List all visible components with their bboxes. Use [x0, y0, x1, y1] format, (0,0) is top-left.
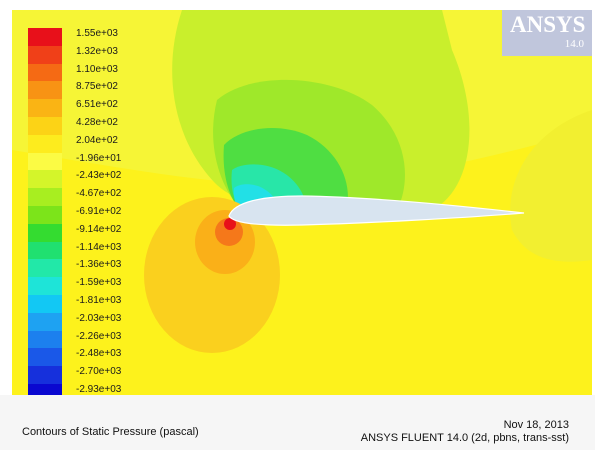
legend-tick-label: -6.91e+02 [76, 206, 122, 217]
legend-swatch [28, 366, 62, 385]
legend-tick-label: -1.14e+03 [76, 241, 122, 253]
plot-date: Nov 18, 2013 [503, 419, 569, 431]
legend-swatch [28, 134, 62, 153]
legend-swatch [28, 152, 62, 171]
legend-swatch [28, 81, 62, 100]
contour-band-stagnation-3 [215, 218, 243, 246]
contour-band-right [510, 110, 592, 262]
legend-tick-label: 6.51e+02 [76, 99, 118, 111]
legend-tick-label: -2.93e+03 [76, 384, 122, 395]
legend-tick-label: 1.55e+03 [76, 28, 118, 39]
stagnation-point [224, 218, 236, 230]
legend-swatch [28, 277, 62, 296]
legend-swatch [28, 312, 62, 331]
legend-tick-label: -1.81e+03 [76, 295, 122, 306]
legend-swatch [28, 117, 62, 135]
legend-swatch [28, 330, 62, 349]
legend-tick-label: -1.96e+01 [76, 152, 122, 164]
contour-viewport[interactable]: 1.55e+03 1.32e+03 1.10e+03 8.75e+02 6.51e+02… [12, 10, 592, 395]
legend-tick-label: -4.67e+02 [76, 188, 122, 200]
legend-swatch [28, 241, 62, 260]
legend-tick-label: 4.28e+02 [76, 117, 118, 128]
legend-tick-label: 1.32e+03 [76, 45, 118, 57]
legend-swatch [28, 170, 62, 189]
plot-caption: Contours of Static Pressure (pascal) [22, 426, 199, 438]
legend-tick-label: -2.43e+02 [76, 170, 122, 182]
legend-tick-label: 1.10e+03 [76, 63, 118, 75]
legend-tick-label: -2.03e+03 [76, 312, 122, 324]
plot-footer: Contours of Static Pressure (pascal) Nov… [0, 395, 595, 450]
logo-version: 14.0 [564, 38, 584, 50]
legend-swatch [28, 384, 62, 395]
legend-swatch [28, 295, 62, 313]
legend-swatch [28, 188, 62, 207]
legend-swatch [28, 206, 62, 224]
legend-tick-label: -2.48e+03 [76, 348, 122, 360]
airfoil-shape [228, 195, 525, 226]
legend-tick-label: -1.59e+03 [76, 277, 122, 289]
legend-swatch [28, 348, 62, 367]
legend-tick-label: -2.70e+03 [76, 366, 122, 378]
legend-swatch [28, 28, 62, 46]
solver-info: ANSYS FLUENT 14.0 (2d, pbns, trans-sst) [360, 432, 569, 444]
legend-tick-label: 8.75e+02 [76, 81, 118, 93]
pressure-contour-plot [12, 10, 592, 395]
legend-swatch [28, 259, 62, 278]
legend-tick-label: 2.04e+02 [76, 134, 118, 146]
legend-tick-label: -2.26e+03 [76, 330, 122, 342]
legend-tick-label: -9.14e+02 [76, 223, 122, 235]
logo-name: ANSYS [510, 12, 586, 37]
legend-swatch [28, 45, 62, 64]
ansys-logo: ANSYS 14.0 [502, 10, 592, 56]
legend-swatch [28, 223, 62, 242]
legend-swatch [28, 63, 62, 82]
legend-tick-label: -1.36e+03 [76, 259, 122, 271]
legend-swatch [28, 99, 62, 118]
